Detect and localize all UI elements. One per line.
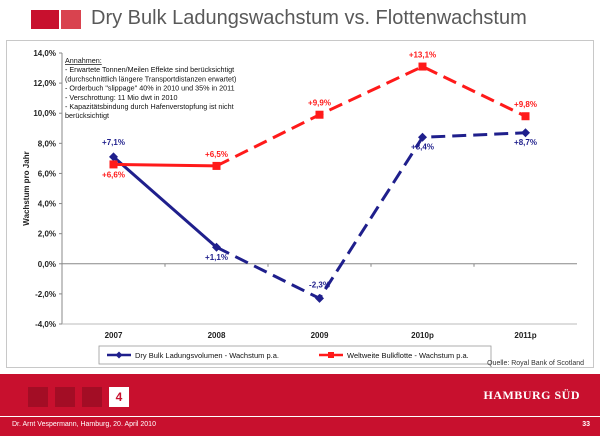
- assumptions-heading: Annahmen:: [65, 56, 102, 65]
- data-point-marker: [109, 160, 118, 169]
- footer-presenter: Dr. Arnt Vespermann, Hamburg, 20. April …: [12, 421, 156, 428]
- y-tick-label: -4,0%: [35, 320, 56, 329]
- y-tick-label: 14,0%: [33, 49, 56, 58]
- data-point-marker: [315, 293, 324, 303]
- x-tick-label: 2009: [311, 331, 329, 340]
- y-tick-label: 6,0%: [38, 169, 56, 178]
- data-label: +13,1%: [409, 51, 436, 60]
- legend-marker: [115, 351, 123, 359]
- x-tick-label: 2010p: [411, 331, 434, 340]
- nav-square-3[interactable]: [82, 387, 102, 407]
- title-accent-block-secondary: [61, 10, 81, 29]
- assumptions-line: - Kapazitätsbindung durch Hafenverstopfu…: [65, 102, 234, 111]
- y-tick-label: -2,0%: [35, 290, 56, 299]
- slide-title: Dry Bulk Ladungswachstum vs. Flottenwach…: [91, 7, 527, 29]
- x-tick-label: 2007: [105, 331, 123, 340]
- data-label: -2,3%: [309, 280, 330, 289]
- legend-label: Weltweite Bulkflotte - Wachstum p.a.: [347, 351, 469, 360]
- y-tick-label: 4,0%: [38, 200, 56, 209]
- legend-box: [98, 345, 492, 365]
- data-label: +7,1%: [102, 138, 125, 147]
- series-line-dashed: [215, 64, 527, 168]
- data-label: +1,1%: [205, 253, 228, 262]
- data-label: +8,7%: [514, 138, 537, 147]
- data-point-marker: [212, 161, 221, 170]
- legend-marker: [328, 352, 334, 358]
- series-line-solid: [112, 155, 218, 249]
- source-note: Quelle: Royal Bank of Scotland: [487, 360, 584, 367]
- data-point-marker: [212, 242, 221, 252]
- growth-line-chart: -4,0% -2,0% 0,0% 2,0% 4,0% 6,0% 8,0% 10,0% 12,0%…: [22, 49, 577, 365]
- data-label: +8,4%: [411, 142, 434, 151]
- data-point-marker: [418, 62, 427, 71]
- x-tick-label: 2008: [208, 331, 226, 340]
- y-tick-label: 10,0%: [33, 109, 56, 118]
- assumptions-line: - Verschrottung: 11 Mio dwt in 2010: [65, 93, 178, 102]
- page-number: 33: [582, 421, 590, 428]
- x-tick-label: 2011p: [514, 331, 536, 340]
- nav-square-2[interactable]: [55, 387, 75, 407]
- data-point-marker: [521, 128, 530, 138]
- data-point-marker: [109, 152, 118, 162]
- footer-bar: [0, 416, 600, 436]
- data-point-marker: [315, 110, 324, 119]
- y-tick-label: 8,0%: [38, 139, 56, 148]
- nav-square-active[interactable]: 4: [109, 387, 129, 407]
- data-label: +9,8%: [514, 100, 537, 109]
- nav-square-1[interactable]: [28, 387, 48, 407]
- y-axis-title: Wachstum pro Jahr: [22, 151, 31, 225]
- brand-logo: HAMBURG SÜD: [483, 388, 580, 402]
- data-label: +9,9%: [308, 99, 331, 108]
- series-line-solid: [113, 162, 217, 168]
- y-tick-label: 12,0%: [33, 79, 56, 88]
- series-line-dashed: [215, 131, 526, 301]
- title-accent-block: [31, 10, 59, 29]
- assumptions-line: - Erwartete Tonnen/Meilen Effekte sind b…: [65, 65, 234, 74]
- y-tick-label: 0,0%: [38, 260, 56, 269]
- data-label: +6,6%: [102, 170, 125, 179]
- assumptions-line: (durchschnittlich längere Transportdista…: [65, 74, 236, 83]
- legend-label: Dry Bulk Ladungsvolumen - Wachstum p.a.: [135, 351, 279, 360]
- assumptions-line: berücksichtigt: [65, 111, 109, 120]
- data-point-marker: [521, 112, 530, 121]
- data-point-marker: [418, 132, 427, 142]
- chart-frame: -4,0% -2,0% 0,0% 2,0% 4,0% 6,0% 8,0% 10,0% 12,0%…: [6, 40, 594, 368]
- data-label: +6,5%: [205, 150, 228, 159]
- y-tick-label: 2,0%: [38, 230, 56, 239]
- assumptions-line: - Orderbuch "slippage" 40% in 2010 und 3…: [65, 84, 235, 93]
